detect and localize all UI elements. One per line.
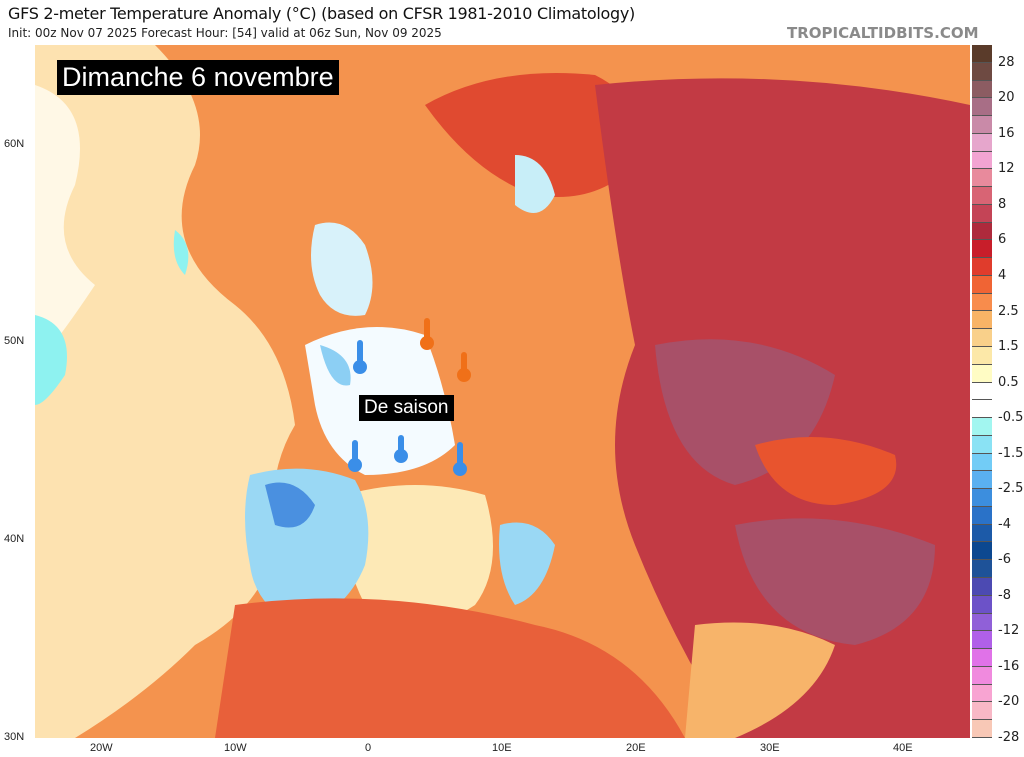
colorbar-bin (972, 133, 992, 152)
colorbar-bin (972, 80, 992, 99)
colorbar-label: 8 (998, 196, 1007, 212)
colorbar-label: 0.5 (998, 374, 1019, 390)
colorbar-label: 1.5 (998, 339, 1019, 355)
colorbar-bin (972, 435, 992, 454)
colorbar-label: -12 (998, 623, 1020, 639)
lon-label: 30E (760, 742, 780, 754)
colorbar-bin (972, 187, 992, 205)
colorbar-bin (972, 595, 992, 614)
lon-label: 20W (90, 742, 113, 754)
colorbar-label: -0.5 (998, 410, 1024, 426)
uk-cool-region (311, 222, 373, 316)
lat-label: 50N (4, 335, 25, 347)
colorbar-bin (972, 45, 992, 63)
thermometer-cold-icon (353, 340, 367, 374)
lon-label: 0 (365, 742, 372, 754)
lon-label: 40E (893, 742, 913, 754)
colorbar-label: -1.5 (998, 445, 1024, 461)
colorbar-label: 16 (998, 125, 1015, 141)
colorbar-bin (972, 471, 992, 490)
temperature-anomaly-map (35, 45, 970, 738)
brand-watermark: TROPICALTIDBITS.COM (787, 24, 979, 42)
thermometer-cold-icon (348, 440, 362, 472)
lon-label: 20E (626, 742, 646, 754)
colorbar-bin (972, 649, 992, 667)
lat-label: 60N (4, 138, 25, 150)
atlantic-cold-patch (35, 315, 67, 405)
date-annotation: Dimanche 6 novembre (57, 60, 339, 95)
colorbar-bin (972, 151, 992, 170)
colorbar-label: 6 (998, 232, 1007, 248)
colorbar-label: -8 (998, 587, 1011, 603)
colorbar-label: -16 (998, 658, 1020, 674)
north-africa-warm-region (215, 598, 685, 738)
colorbar-bin (972, 489, 992, 507)
lon-label: 10E (492, 742, 512, 754)
colorbar-bin (972, 684, 992, 703)
colorbar-bin (972, 347, 992, 365)
colorbar-bin (972, 293, 992, 312)
colorbar-label: 12 (998, 161, 1015, 177)
thermometer-cold-icon (453, 442, 467, 476)
mediterranean-pale-region (342, 485, 493, 625)
colorbar-bin (972, 631, 992, 650)
lat-label: 40N (4, 533, 25, 545)
eastern-med-region (685, 622, 835, 738)
colorbar-label: -20 (998, 694, 1020, 710)
map-title: GFS 2-meter Temperature Anomaly (°C) (ba… (8, 4, 635, 23)
colorbar-label: 2.5 (998, 303, 1019, 319)
colorbar-bin (972, 169, 992, 188)
season-annotation: De saison (359, 395, 454, 421)
colorbar-bin (972, 329, 992, 348)
colorbar-label: 4 (998, 268, 1007, 283)
colorbar-label: -6 (998, 552, 1011, 568)
colorbar-bin (972, 240, 992, 259)
colorbar-bin (972, 542, 992, 561)
colorbar-label: 20 (998, 90, 1015, 106)
colorbar-bin (972, 258, 992, 276)
colorbar-bin (972, 400, 992, 419)
colorbar-bin (972, 702, 992, 721)
map-subtitle: Init: 00z Nov 07 2025 Forecast Hour: [54… (8, 26, 442, 40)
colorbar-bin (972, 364, 992, 383)
colorbar-bin (972, 418, 992, 436)
atlantic-cold-patch-2 (173, 230, 189, 275)
tyrrhenian-cold-region (499, 522, 555, 605)
thermometer-warm-icon (457, 352, 471, 382)
atlantic-pale-region (35, 45, 295, 738)
colorbar-label: -4 (998, 516, 1011, 532)
colorbar-label: -28 (998, 730, 1020, 745)
black-sea-region (755, 437, 897, 505)
colorbar-bin (972, 560, 992, 578)
colorbar-bin (972, 577, 992, 596)
colorbar-bin (972, 311, 992, 330)
colorbar-bin (972, 453, 992, 472)
colorbar-bin (972, 204, 992, 223)
scandinavia-warm-region (425, 73, 640, 197)
colorbar-bin (972, 524, 992, 543)
colorbar-bin (972, 116, 992, 134)
colorbar-label: 28 (998, 54, 1015, 70)
colorbar-bin (972, 222, 992, 241)
colorbar-bin (972, 62, 992, 81)
colorbar-bin (972, 666, 992, 685)
colorbar-label: -2.5 (998, 481, 1024, 497)
colorbar-bin (972, 98, 992, 117)
lon-label: 10W (224, 742, 247, 754)
colorbar-bin (972, 613, 992, 632)
thermometer-warm-icon (420, 318, 434, 350)
colorbar-bin (972, 506, 992, 525)
colorbar-bin (972, 275, 992, 294)
atlantic-white-region (35, 85, 95, 365)
colorbar-bin (972, 720, 992, 738)
lat-label: 30N (4, 731, 25, 743)
thermometer-cold-icon (394, 435, 408, 463)
colorbar-bin (972, 382, 992, 401)
colorbar (972, 45, 992, 738)
